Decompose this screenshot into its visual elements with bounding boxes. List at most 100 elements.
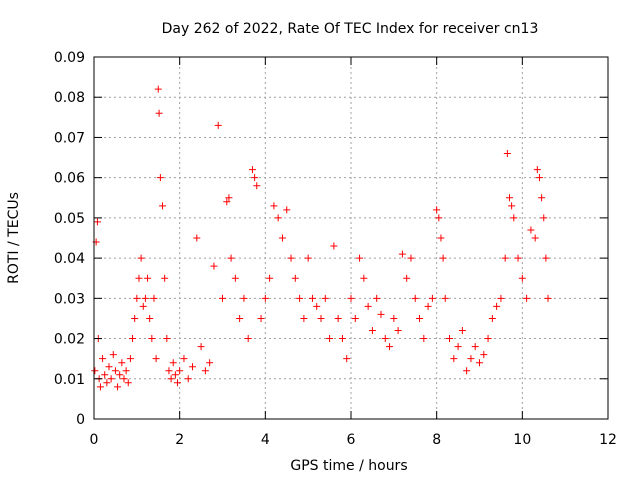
data-point — [171, 371, 179, 379]
data-point — [347, 294, 355, 302]
data-point — [480, 351, 488, 359]
data-point — [240, 294, 248, 302]
data-point — [450, 355, 458, 363]
data-point — [270, 202, 278, 210]
data-point — [501, 254, 509, 262]
data-point — [518, 274, 526, 282]
data-point — [201, 367, 209, 375]
data-point — [144, 274, 152, 282]
data-point — [439, 254, 447, 262]
data-point — [540, 214, 548, 222]
x-tick-label: 2 — [175, 432, 184, 448]
data-point — [210, 262, 218, 270]
data-point — [155, 109, 163, 117]
data-point — [428, 294, 436, 302]
data-point — [135, 274, 143, 282]
data-point — [118, 359, 126, 367]
data-point — [124, 379, 132, 387]
data-point — [231, 274, 239, 282]
data-point — [96, 383, 104, 391]
y-tick-label: 0.09 — [54, 50, 85, 66]
data-point — [508, 202, 516, 210]
data-point — [424, 302, 432, 310]
data-point — [150, 294, 158, 302]
y-tick-label: 0.07 — [54, 130, 85, 146]
data-point — [146, 314, 154, 322]
data-point — [159, 202, 167, 210]
data-point — [165, 367, 173, 375]
data-point — [214, 121, 222, 129]
data-point — [386, 343, 394, 351]
data-point — [225, 194, 233, 202]
data-point — [300, 314, 308, 322]
data-point — [184, 375, 192, 383]
data-point — [93, 218, 101, 226]
data-point — [403, 274, 411, 282]
x-tick-label: 6 — [347, 432, 356, 448]
data-point — [197, 343, 205, 351]
data-point — [174, 379, 182, 387]
data-point — [523, 294, 531, 302]
data-point — [343, 355, 351, 363]
data-point — [458, 327, 466, 335]
data-point — [407, 254, 415, 262]
data-point — [161, 274, 169, 282]
data-point — [129, 335, 137, 343]
data-point — [152, 355, 160, 363]
data-point — [99, 355, 107, 363]
data-point — [219, 294, 226, 302]
data-point — [122, 367, 130, 375]
data-point — [167, 375, 175, 383]
data-point — [441, 294, 449, 302]
y-tick-label: 0.03 — [54, 291, 85, 307]
data-point — [420, 335, 428, 343]
data-point — [377, 310, 385, 318]
data-point — [308, 294, 316, 302]
y-tick-label: 0 — [76, 412, 85, 428]
data-point — [223, 198, 231, 206]
data-point — [471, 343, 479, 351]
data-point — [544, 294, 552, 302]
data-point — [287, 254, 295, 262]
data-point — [394, 327, 402, 335]
data-point — [291, 274, 299, 282]
data-point — [505, 194, 513, 202]
data-point — [381, 335, 389, 343]
data-point — [356, 254, 364, 262]
data-point — [154, 85, 162, 93]
x-axis-label: GPS time / hours — [290, 458, 407, 474]
data-point — [454, 343, 462, 351]
data-point — [227, 254, 235, 262]
data-point — [193, 234, 201, 242]
data-point — [114, 383, 122, 391]
data-point — [120, 375, 128, 383]
data-point — [313, 302, 321, 310]
data-point — [411, 294, 419, 302]
data-point — [321, 294, 329, 302]
data-point — [261, 294, 269, 302]
data-point — [101, 371, 109, 379]
data-point — [538, 194, 546, 202]
data-point — [351, 314, 359, 322]
data-point — [163, 335, 171, 343]
data-point — [510, 214, 518, 222]
data-point — [141, 294, 149, 302]
data-point — [527, 226, 535, 234]
data-point — [433, 206, 441, 214]
data-point — [437, 234, 445, 242]
data-point — [126, 355, 134, 363]
y-tick-label: 0.05 — [54, 211, 85, 227]
data-point — [497, 294, 505, 302]
data-point — [535, 174, 543, 182]
data-point — [148, 335, 156, 343]
data-point — [304, 254, 312, 262]
axis-ticks — [93, 56, 609, 420]
data-point — [251, 174, 259, 182]
data-point — [373, 294, 381, 302]
chart-title: Day 262 of 2022, Rate Of TEC Index for r… — [162, 21, 539, 37]
data-point — [514, 254, 522, 262]
data-point — [257, 314, 265, 322]
data-point — [463, 367, 471, 375]
